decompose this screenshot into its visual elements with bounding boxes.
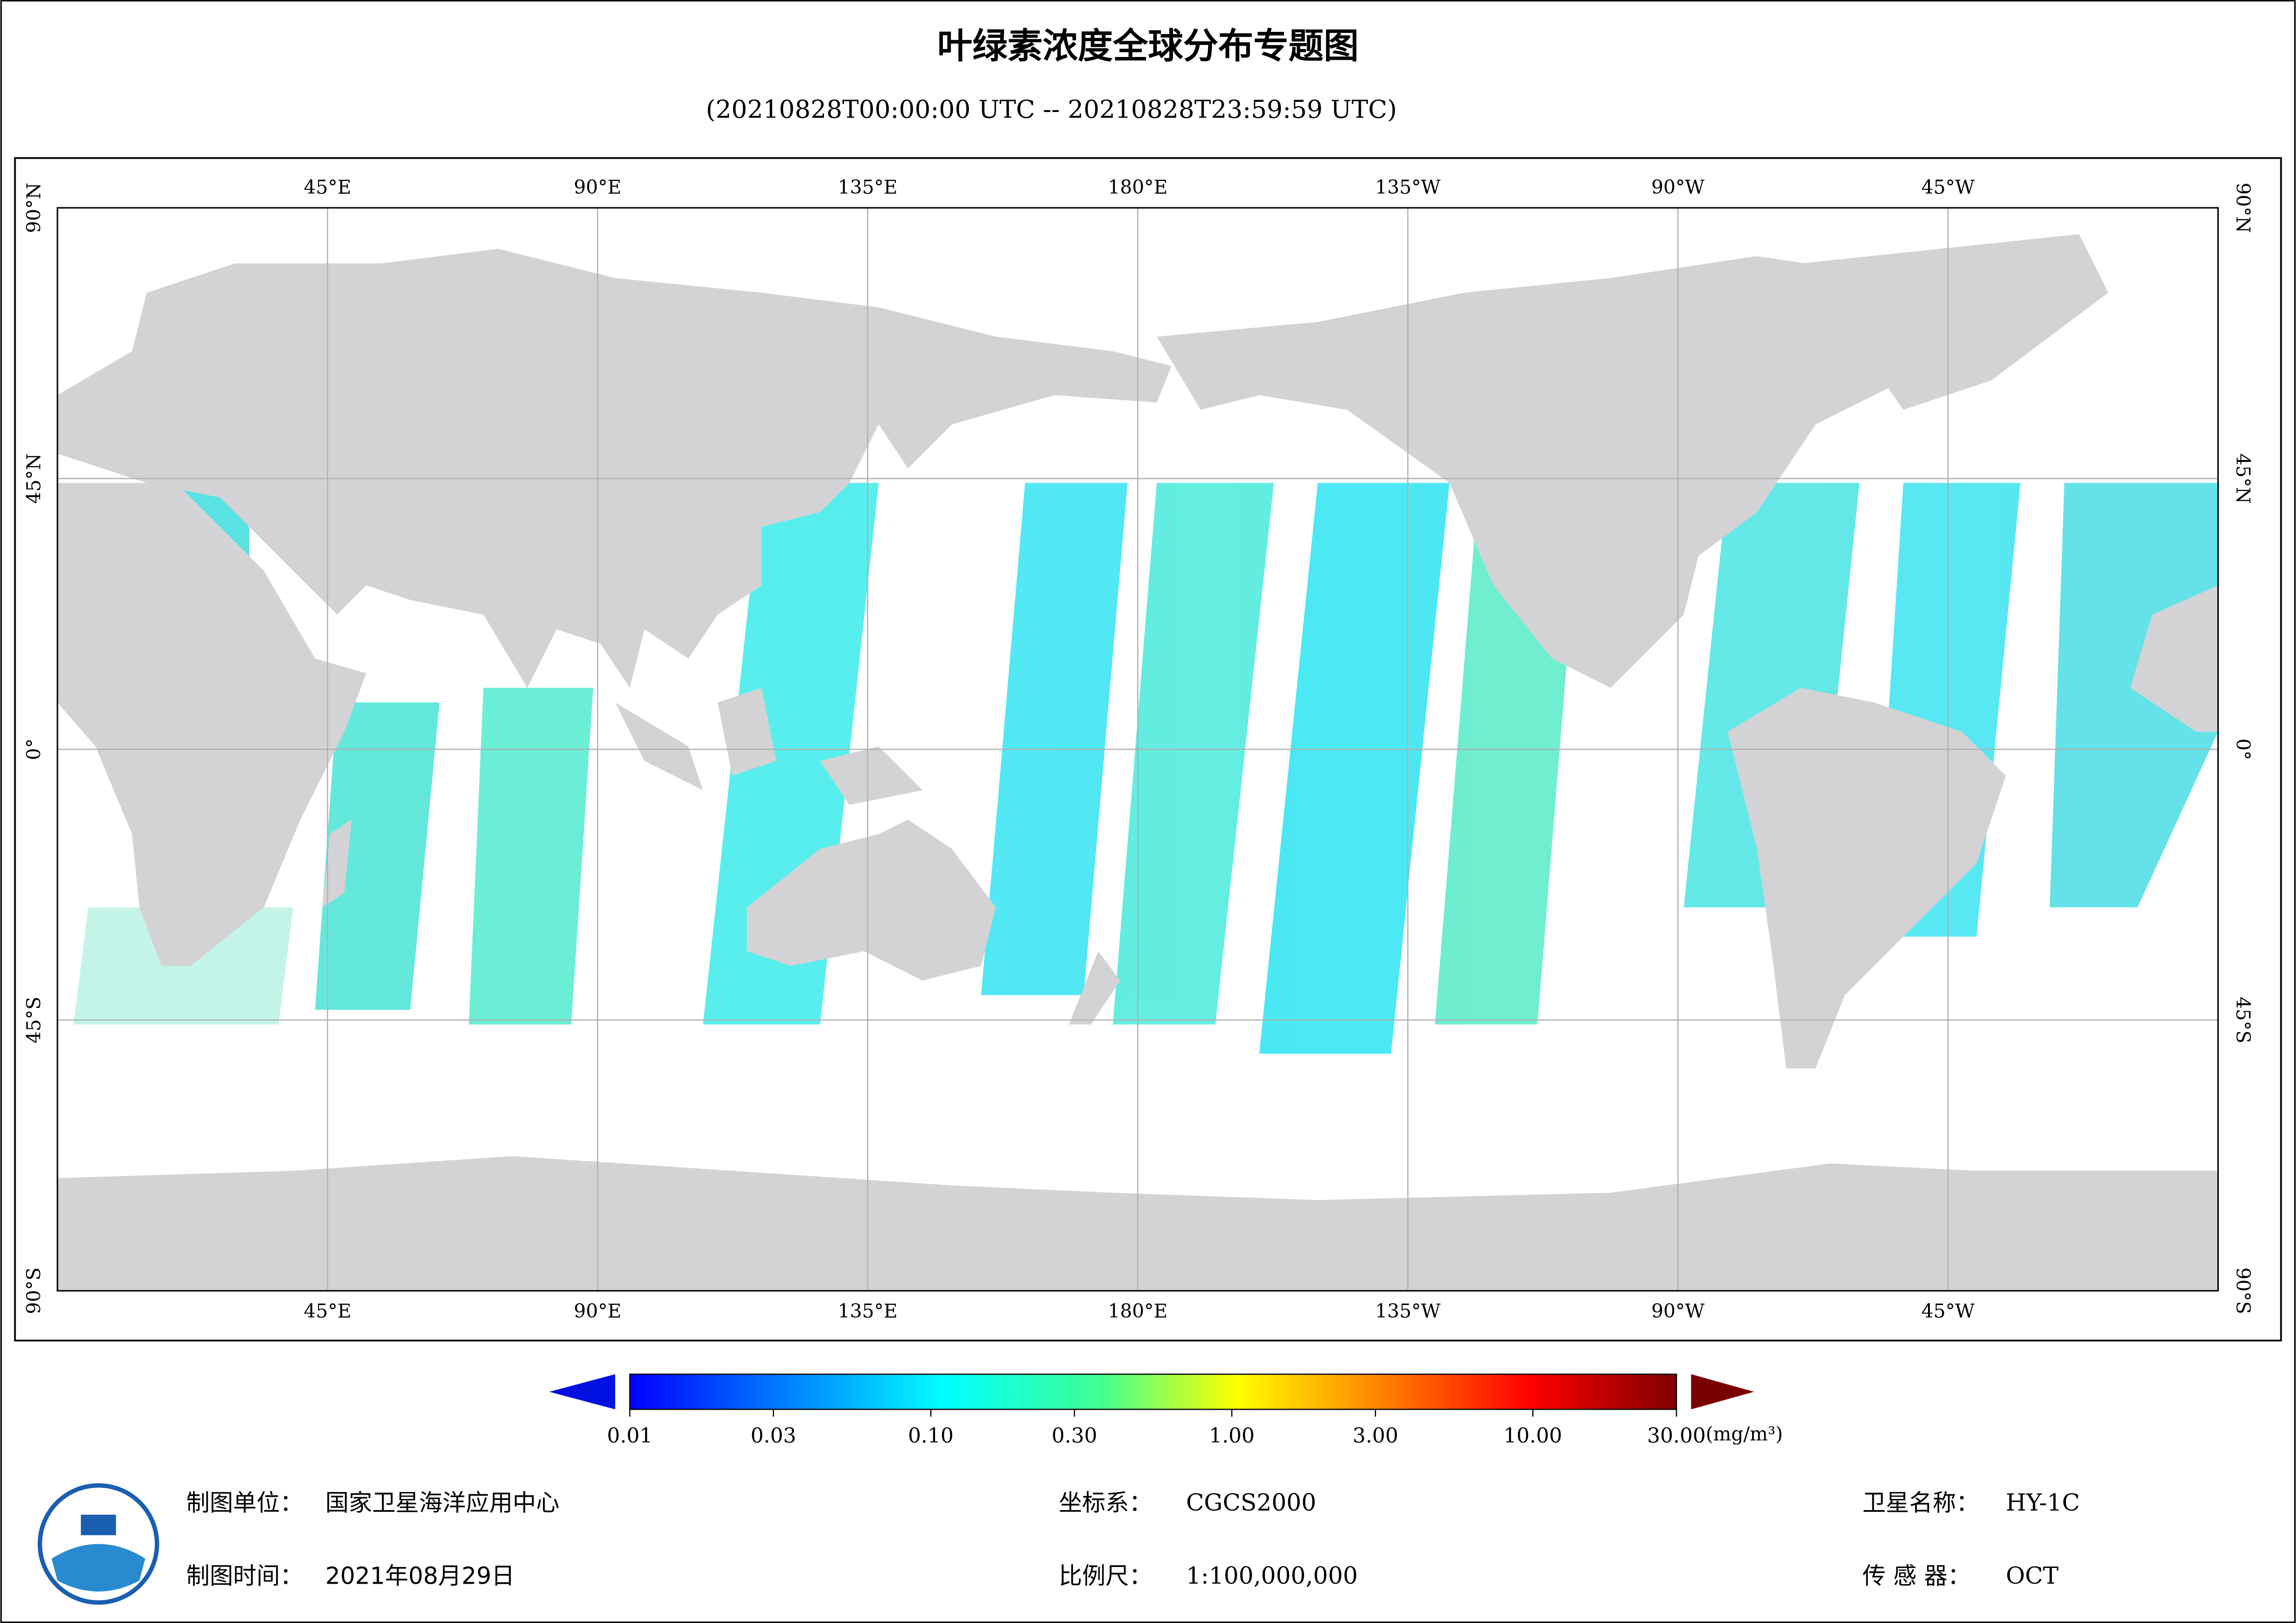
swath (1259, 483, 1450, 1054)
lon-label: 90°E (574, 1300, 622, 1322)
south-america (1728, 688, 2006, 1069)
colorbar-tick-label: 0.03 (751, 1424, 797, 1448)
lat-label: 90°S (23, 1268, 45, 1314)
footer-value: OCT (2006, 1562, 2059, 1589)
map-frame (14, 157, 2282, 1342)
africa (57, 483, 367, 966)
lat-label: 90°N (23, 183, 45, 233)
eurasia (57, 249, 1172, 688)
footer-label: 传 感 器： (1862, 1562, 1971, 1589)
lon-label: 90°W (1651, 1300, 1705, 1322)
madagascar (322, 819, 352, 908)
footer-label: 制图单位： (186, 1489, 303, 1516)
swath (2049, 483, 2218, 908)
graticule (57, 208, 2218, 1291)
colorbar-tick-label: 30.00 (1647, 1424, 1706, 1448)
swath (468, 688, 593, 1025)
lat-label: 90°N (2232, 183, 2254, 233)
map (56, 207, 2219, 1292)
logo-wave (51, 1544, 145, 1592)
lat-label: 90°S (2232, 1268, 2254, 1314)
lat-label: 0° (23, 739, 45, 760)
swath (1113, 483, 1274, 1025)
colorbar-tick-label: 10.00 (1504, 1424, 1562, 1448)
lon-label: 45°W (1922, 1300, 1975, 1322)
footer-value: 2021年08月29日 (325, 1562, 515, 1589)
lon-label: 135°W (1375, 176, 1441, 198)
swath (315, 702, 440, 1010)
indonesia (615, 688, 923, 805)
colorbar-tick-label: 0.01 (607, 1424, 653, 1448)
title: 叶绿素浓度全球分布专题图 (937, 25, 1359, 66)
colorbar-tick-label: 3.00 (1353, 1424, 1398, 1448)
lon-label: 180°E (1108, 176, 1167, 198)
footer-label: 卫星名称： (1862, 1489, 1979, 1516)
lon-label: 45°E (304, 1300, 351, 1322)
lon-label: 135°E (838, 176, 898, 198)
lat-label: 45°N (23, 454, 45, 504)
swath (981, 483, 1128, 995)
lon-label: 45°W (1922, 176, 1975, 198)
colorbar-tick-label: 0.30 (1052, 1424, 1098, 1448)
west-africa (2130, 585, 2218, 732)
footer-label: 坐标系： (1059, 1489, 1152, 1516)
logo-satellite (81, 1514, 116, 1536)
lat-label: 0° (2232, 739, 2254, 760)
lon-label: 135°W (1375, 1300, 1441, 1322)
footer-label: 制图时间： (186, 1562, 303, 1589)
colorbar-high-arrow (1691, 1374, 1754, 1410)
colorbar-tick-label: 0.10 (908, 1424, 954, 1448)
colorbar-tick-label: 1.00 (1209, 1424, 1255, 1448)
lon-label: 180°E (1108, 1300, 1167, 1322)
footer-value: 国家卫星海洋应用中心 (325, 1489, 560, 1516)
new-zealand (1069, 951, 1120, 1025)
footer-value: 1:100,000,000 (1186, 1562, 1358, 1589)
footer-value: HY-1C (2006, 1489, 2080, 1516)
colorbar-low-arrow (549, 1374, 615, 1410)
lat-label: 45°S (23, 997, 45, 1044)
lon-label: 135°E (838, 1300, 898, 1322)
colorbar-unit: (mg/m³) (1706, 1423, 1783, 1445)
footer-label: 比例尺： (1059, 1562, 1152, 1589)
footer-value: CGCS2000 (1186, 1489, 1316, 1516)
north-america (1156, 256, 1903, 688)
lon-label: 90°W (1651, 176, 1705, 198)
lon-label: 45°E (304, 176, 351, 198)
greenland (1801, 234, 2109, 410)
lat-label: 45°S (2232, 997, 2254, 1044)
lat-label: 45°N (2232, 454, 2254, 504)
footer: 制图单位： 国家卫星海洋应用中心 制图时间： 2021年08月29日 坐标系： … (186, 1489, 2080, 1590)
map-border (56, 207, 2219, 1292)
colorbar: (mg/m³) 0.01 0.03 0.10 0.30 1.00 3.00 10.00 30.… (549, 1374, 1783, 1448)
subtitle: (20210828T00:00:00 UTC -- 20210828T23:59… (706, 94, 1397, 124)
australia (747, 819, 996, 981)
colorbar-ramp (629, 1374, 1677, 1410)
logo (37, 1483, 159, 1605)
lon-label: 90°E (574, 176, 622, 198)
